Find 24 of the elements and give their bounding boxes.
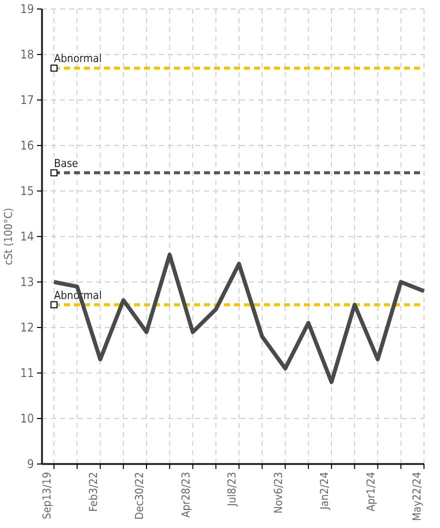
line-series [52,252,426,384]
x-tick-label: Apr28/23 [179,472,192,518]
y-tick-label: 14 [20,229,34,244]
y-tick-label: 18 [20,47,34,62]
y-tick-label: 13 [20,274,34,289]
y-tick-label: 9 [27,456,34,471]
y-axis-title: cSt (100°C) [2,208,15,266]
y-tick-label: 11 [20,366,34,380]
y-tick-label: 15 [20,184,34,198]
y-tick-label: 10 [20,411,34,426]
x-tick-label: May22/24 [410,472,424,521]
x-tick-label: Jan2/24 [318,472,332,510]
x-tick-label: Jul8/23 [226,472,239,508]
y-tick-label: 19 [20,2,34,16]
x-tick-label: Nov6/23 [272,472,285,514]
ref-line-label: Abnormal [54,52,102,66]
y-tick-label: 16 [20,138,34,152]
x-tick-label: Dec30/22 [133,472,146,520]
y-tick-label: 12 [20,320,34,334]
x-tick-label: Sep13/19 [40,472,54,520]
ref-line-label: Base [54,156,78,170]
x-tick-label: Feb3/22 [86,472,100,512]
y-tick-label: 17 [20,92,34,107]
x-tick-label: Apr1/24 [364,472,378,512]
